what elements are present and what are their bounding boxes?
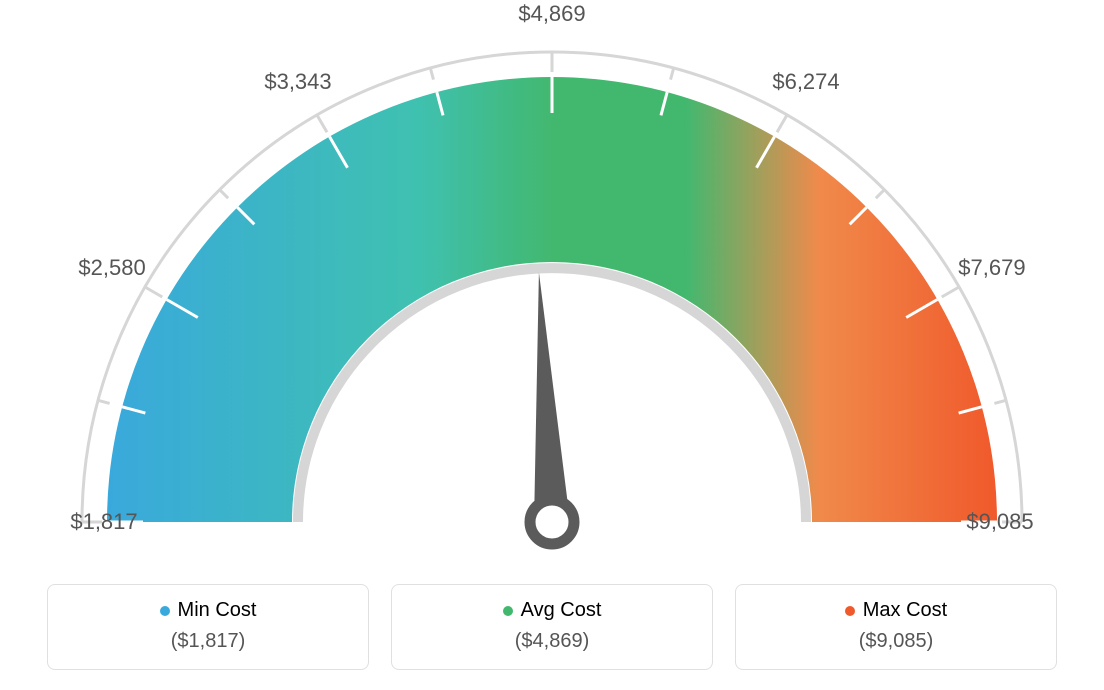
legend-label-min: Min Cost bbox=[178, 599, 257, 622]
scale-label: $1,817 bbox=[70, 509, 137, 535]
legend-box-max: Max Cost ($9,085) bbox=[735, 584, 1057, 670]
major-tick bbox=[942, 287, 959, 297]
legend-label-avg: Avg Cost bbox=[521, 599, 602, 622]
legend-box-avg: Avg Cost ($4,869) bbox=[391, 584, 713, 670]
legend-row: Min Cost ($1,817) Avg Cost ($4,869) Max … bbox=[0, 584, 1104, 670]
gauge-svg bbox=[0, 0, 1104, 560]
legend-title-avg: Avg Cost bbox=[503, 599, 602, 622]
legend-title-max: Max Cost bbox=[845, 599, 947, 622]
major-tick bbox=[777, 115, 787, 132]
minor-tick bbox=[671, 68, 674, 80]
needle-hub bbox=[530, 500, 574, 544]
avg-dot-icon bbox=[503, 606, 513, 616]
chart-container: $1,817 $2,580 $3,343 $4,869 $6,274 $7,679 $9,0… bbox=[0, 0, 1104, 690]
legend-title-min: Min Cost bbox=[160, 599, 257, 622]
minor-tick bbox=[430, 68, 433, 80]
scale-label: $3,343 bbox=[264, 69, 331, 95]
major-tick bbox=[145, 287, 162, 297]
major-tick bbox=[317, 115, 327, 132]
gauge-chart: $1,817 $2,580 $3,343 $4,869 $6,274 $7,679 $9,0… bbox=[0, 0, 1104, 560]
legend-value-min: ($1,817) bbox=[48, 630, 368, 653]
minor-tick bbox=[220, 190, 228, 198]
legend-label-max: Max Cost bbox=[863, 599, 947, 622]
max-dot-icon bbox=[845, 606, 855, 616]
legend-value-max: ($9,085) bbox=[736, 630, 1056, 653]
scale-label: $7,679 bbox=[958, 255, 1025, 281]
scale-label: $9,085 bbox=[966, 509, 1033, 535]
scale-label: $6,274 bbox=[772, 69, 839, 95]
legend-value-avg: ($4,869) bbox=[392, 630, 712, 653]
needle bbox=[534, 272, 570, 523]
minor-tick bbox=[994, 400, 1006, 403]
min-dot-icon bbox=[160, 606, 170, 616]
legend-box-min: Min Cost ($1,817) bbox=[47, 584, 369, 670]
scale-label: $2,580 bbox=[78, 255, 145, 281]
minor-tick bbox=[876, 190, 884, 198]
scale-label: $4,869 bbox=[518, 1, 585, 27]
minor-tick bbox=[98, 400, 110, 403]
